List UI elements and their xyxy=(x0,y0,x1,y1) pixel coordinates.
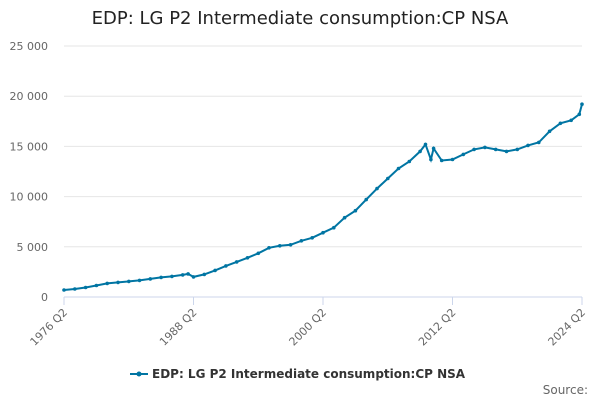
data-point[interactable] xyxy=(234,260,239,264)
data-point[interactable] xyxy=(547,129,552,134)
data-point[interactable] xyxy=(526,143,530,148)
y-tick-label: 10 000 xyxy=(10,191,49,204)
x-tick-label: 1976 Q2 xyxy=(28,306,71,349)
data-point[interactable] xyxy=(288,243,293,247)
y-tick-label: 5 000 xyxy=(17,241,49,254)
y-tick-label: 15 000 xyxy=(10,140,49,153)
data-point[interactable] xyxy=(105,281,109,286)
x-tick-label: 2024 Q2 xyxy=(546,306,589,349)
legend-label[interactable]: EDP: LG P2 Intermediate consumption:CP N… xyxy=(152,367,466,381)
y-tick-label: 25 000 xyxy=(10,40,49,53)
data-point[interactable] xyxy=(127,279,131,284)
series-group xyxy=(62,102,584,292)
data-point[interactable] xyxy=(191,275,196,279)
data-point[interactable] xyxy=(396,166,401,171)
data-point[interactable] xyxy=(429,157,433,162)
data-point[interactable] xyxy=(332,225,336,230)
y-axis-labels: 0 5 000 10 000 15 000 20 000 25 000 xyxy=(10,40,49,304)
data-point[interactable] xyxy=(83,285,88,290)
data-point[interactable] xyxy=(493,147,498,152)
data-point[interactable] xyxy=(116,280,120,285)
data-point[interactable] xyxy=(439,158,444,163)
x-tick-label: 2012 Q2 xyxy=(416,306,459,349)
data-point[interactable] xyxy=(202,272,207,277)
data-point[interactable] xyxy=(278,244,282,248)
credit-text[interactable]: Source: xyxy=(543,383,588,397)
data-point[interactable] xyxy=(504,149,509,154)
data-point[interactable] xyxy=(148,277,153,281)
data-point[interactable] xyxy=(431,146,436,151)
x-tick-label: 2000 Q2 xyxy=(287,306,330,349)
data-point[interactable] xyxy=(224,264,228,268)
data-point[interactable] xyxy=(321,230,325,235)
data-point[interactable] xyxy=(558,121,563,126)
data-point[interactable] xyxy=(515,147,520,152)
legend-swatch-marker xyxy=(136,371,142,377)
data-point[interactable] xyxy=(364,197,369,202)
data-point[interactable] xyxy=(407,159,412,164)
data-point[interactable] xyxy=(159,275,163,280)
data-point[interactable] xyxy=(256,251,261,256)
data-point[interactable] xyxy=(137,278,142,283)
gridlines xyxy=(64,45,582,248)
data-point[interactable] xyxy=(180,273,185,277)
data-point[interactable] xyxy=(580,102,584,106)
data-point[interactable] xyxy=(472,147,476,152)
data-point[interactable] xyxy=(267,246,271,250)
data-point[interactable] xyxy=(299,239,304,243)
data-point[interactable] xyxy=(73,287,77,291)
x-axis-labels: 1976 Q2 1988 Q2 2000 Q2 2012 Q2 2024 Q2 xyxy=(28,306,589,349)
data-point[interactable] xyxy=(569,118,573,123)
data-point[interactable] xyxy=(170,274,174,279)
data-point[interactable] xyxy=(418,149,422,154)
data-point[interactable] xyxy=(186,272,190,276)
y-tick-label: 0 xyxy=(41,291,48,304)
legend[interactable]: EDP: LG P2 Intermediate consumption:CP N… xyxy=(130,367,466,381)
data-point[interactable] xyxy=(213,268,217,273)
data-point[interactable] xyxy=(353,208,358,213)
data-point[interactable] xyxy=(375,186,379,191)
data-point[interactable] xyxy=(342,215,347,220)
data-point[interactable] xyxy=(577,112,582,117)
data-point[interactable] xyxy=(245,255,250,260)
x-axis xyxy=(63,296,583,305)
data-point[interactable] xyxy=(450,157,455,162)
x-tick-label: 1988 Q2 xyxy=(157,306,200,349)
data-point[interactable] xyxy=(94,283,99,288)
data-point[interactable] xyxy=(310,236,315,240)
data-point[interactable] xyxy=(386,176,390,181)
data-point[interactable] xyxy=(483,145,487,150)
chart-title: EDP: LG P2 Intermediate consumption:CP N… xyxy=(92,8,509,29)
y-tick-label: 20 000 xyxy=(10,90,49,103)
data-point[interactable] xyxy=(461,152,466,157)
data-point[interactable] xyxy=(62,288,66,292)
data-point[interactable] xyxy=(423,142,428,147)
data-point[interactable] xyxy=(537,140,541,145)
